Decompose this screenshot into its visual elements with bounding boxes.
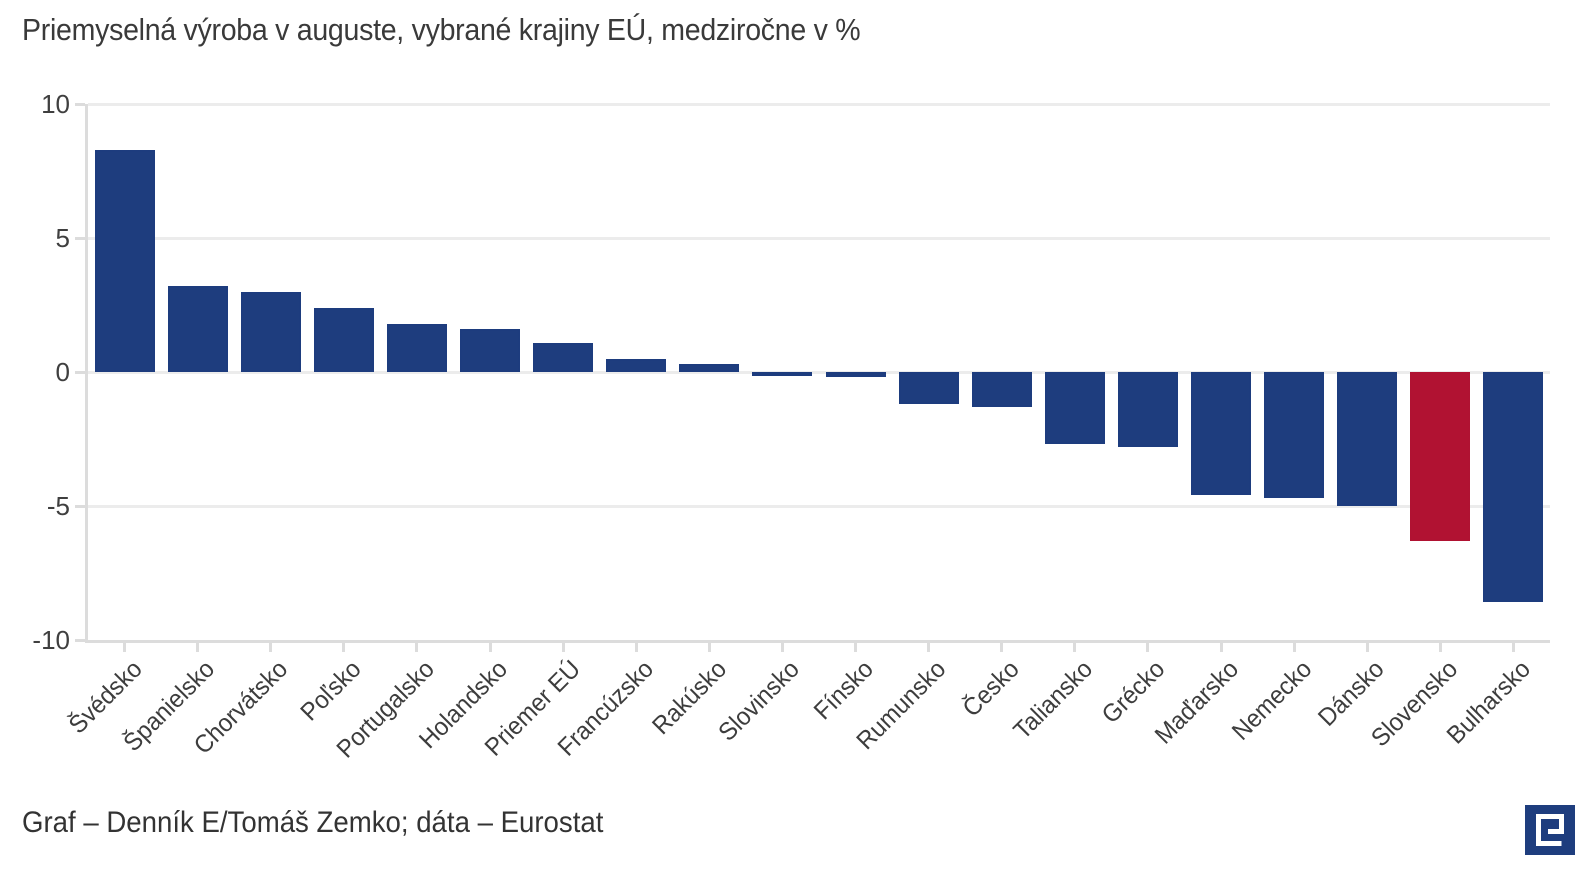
x-axis-label: Česko	[957, 655, 1025, 723]
bar-francúzsko[interactable]	[606, 358, 667, 372]
x-axis-tick	[1438, 643, 1442, 652]
x-axis-tick	[561, 643, 565, 652]
x-axis-tick	[1000, 643, 1004, 652]
bar-slovinsko[interactable]	[752, 372, 813, 376]
gridline	[88, 504, 1550, 508]
x-axis-tick	[342, 643, 346, 652]
bar-rakúsko[interactable]	[679, 363, 740, 372]
y-axis-tick	[75, 504, 85, 508]
x-axis-tick	[269, 643, 273, 652]
x-axis-tick	[780, 643, 784, 652]
bar-bulharsko[interactable]	[1483, 372, 1544, 603]
plot-area	[75, 102, 1550, 652]
bar-švédsko[interactable]	[94, 149, 155, 372]
y-axis-tick-label: -5	[46, 491, 70, 521]
bar-fínsko[interactable]	[825, 372, 886, 378]
x-axis-label: Taliansko	[1007, 655, 1098, 745]
y-axis-tick-label: 0	[55, 357, 70, 387]
chart-credit: Graf – Denník E/Tomáš Zemko; dáta – Euro…	[22, 806, 604, 839]
x-axis-tick	[415, 643, 419, 652]
bar-chorvátsko[interactable]	[240, 291, 301, 372]
y-axis-tick-label: -10	[32, 625, 70, 655]
bar-portugalsko[interactable]	[386, 323, 447, 372]
x-axis-tick	[1365, 643, 1369, 652]
x-axis-tick	[123, 643, 127, 652]
bar-dánsko[interactable]	[1337, 372, 1398, 506]
x-axis-tick	[1073, 643, 1077, 652]
x-axis-label: Nemecko	[1226, 655, 1317, 746]
x-axis-tick	[707, 643, 711, 652]
y-axis-tick-label: 5	[55, 223, 70, 253]
x-axis-tick	[927, 643, 931, 652]
y-axis-tick	[75, 638, 85, 642]
x-axis-tick	[488, 643, 492, 652]
y-axis-tick	[75, 236, 85, 240]
y-axis-tick-label: 10	[41, 89, 70, 119]
gridline	[88, 370, 1550, 374]
x-axis-label: Poľsko	[295, 655, 367, 727]
bar-nemecko[interactable]	[1264, 372, 1325, 498]
x-axis-label: Fínsko	[808, 655, 879, 726]
x-axis-label: Slovinsko	[713, 655, 806, 747]
x-axis-tick	[854, 643, 858, 652]
bar-slovensko[interactable]	[1410, 372, 1471, 541]
gridline	[88, 102, 1550, 106]
x-axis-tick	[1292, 643, 1296, 652]
bar-česko[interactable]	[971, 372, 1032, 407]
y-axis-tick	[75, 102, 85, 106]
bar-grécko[interactable]	[1117, 372, 1178, 448]
x-axis-tick	[1146, 643, 1150, 652]
gridline	[88, 236, 1550, 240]
bar-rumunsko[interactable]	[898, 372, 959, 405]
y-axis-tick	[75, 370, 85, 374]
logo-e-icon	[1525, 805, 1575, 855]
bar-maďarsko[interactable]	[1191, 372, 1252, 496]
bar-holandsko[interactable]	[460, 329, 521, 372]
bar-taliansko[interactable]	[1044, 372, 1105, 445]
x-axis-tick	[196, 643, 200, 652]
chart-title: Priemyselná výroba v auguste, vybrané kr…	[22, 12, 861, 47]
x-axis-tick	[1219, 643, 1223, 652]
dennik-e-logo	[1525, 805, 1575, 855]
bar-španielsko[interactable]	[167, 286, 228, 372]
bar-poľsko[interactable]	[313, 307, 374, 372]
x-axis-tick	[634, 643, 638, 652]
bar-priemer-eú[interactable]	[533, 342, 594, 372]
x-axis-tick	[1511, 643, 1515, 652]
